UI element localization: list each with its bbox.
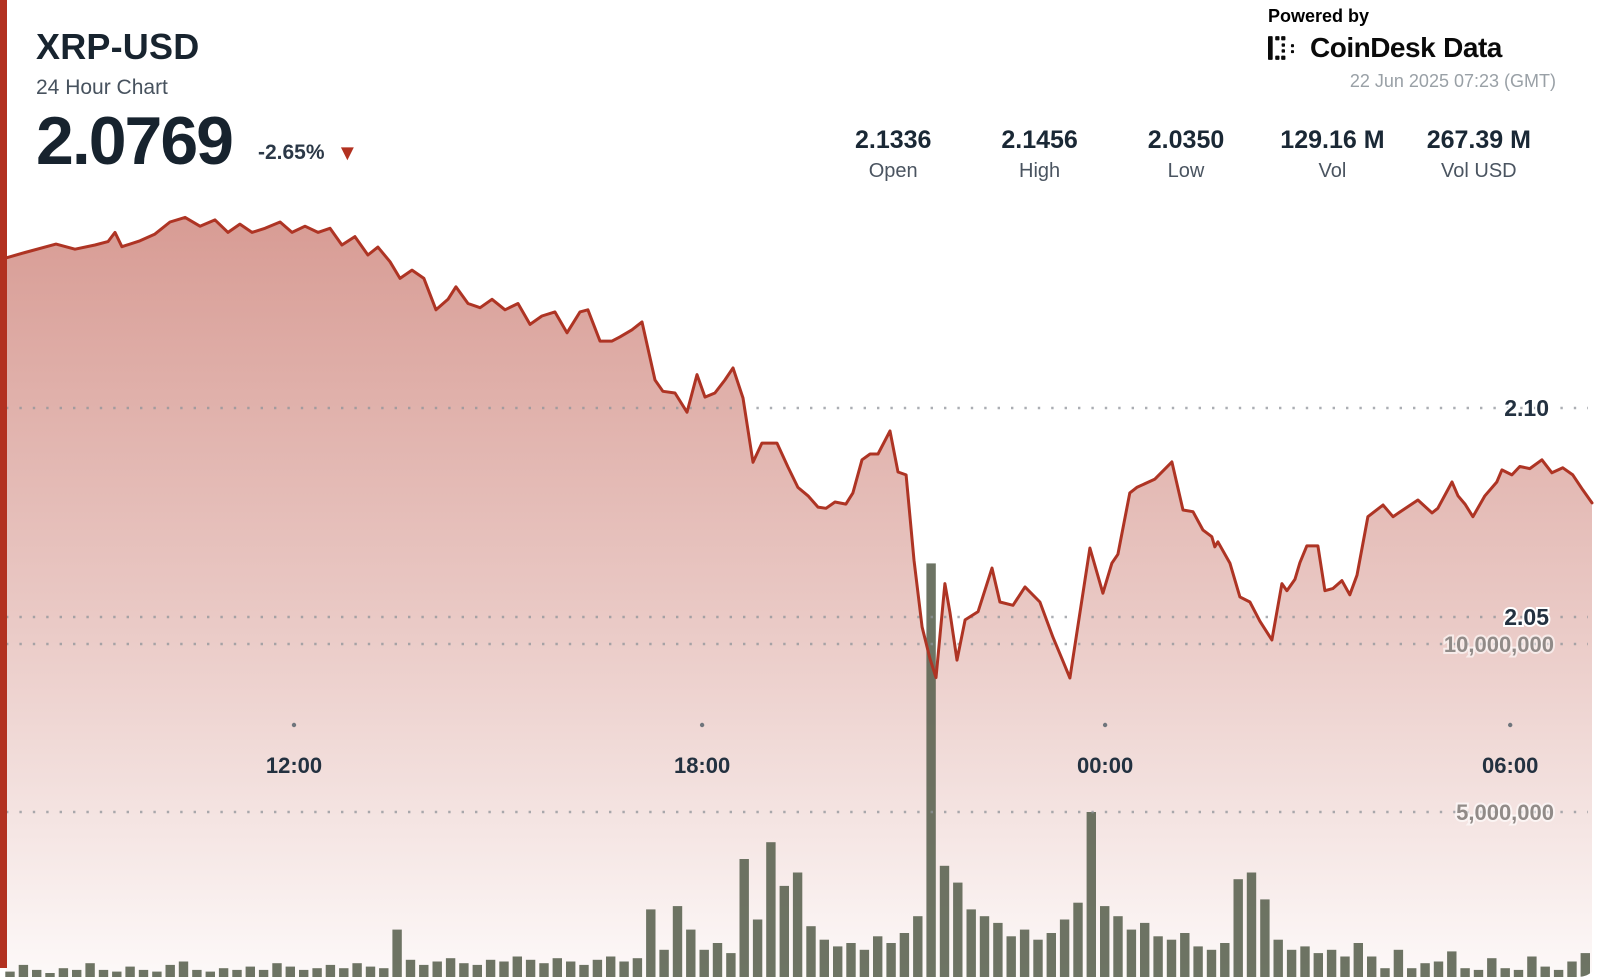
stat-high-label: High [1019, 160, 1061, 182]
stat-vol-usd: 267.39 M Vol USD [1406, 126, 1552, 183]
stat-vol-usd-value: 267.39 M [1426, 126, 1531, 154]
timestamp: 22 Jun 2025 07:23 (GMT) [1349, 71, 1556, 91]
coindesk-logo[interactable]: CoinDesk Data [1268, 32, 1556, 64]
left-accent-bar [0, 0, 7, 968]
chart-subtitle: 24 Hour Chart [36, 76, 168, 99]
stat-open-value: 2.1336 [854, 126, 932, 154]
volume-axis-label: 10,000,000 [1444, 632, 1554, 657]
last-price: 2.0769 [36, 103, 234, 179]
stat-low-value: 2.0350 [1147, 126, 1225, 154]
stat-open: 2.1336 Open [820, 126, 966, 183]
stat-low: 2.0350 Low [1113, 126, 1259, 183]
stat-high-value: 2.1456 [1001, 126, 1078, 154]
time-axis-label: 18:00 [674, 753, 730, 778]
symbol-title: XRP-USD [36, 26, 200, 67]
stat-vol-label: Vol [1318, 160, 1347, 182]
stat-high: 2.1456 High [966, 126, 1112, 183]
stat-vol: 129.16 M Vol [1259, 126, 1405, 183]
gridlines [6, 406, 1588, 814]
stats-row: 2.1336 Open 2.1456 High 2.0350 Low 129.1… [820, 126, 1552, 183]
stat-vol-usd-label: Vol USD [1441, 160, 1517, 182]
time-axis-label: 06:00 [1482, 753, 1538, 778]
powered-by-label: Powered by [1268, 6, 1370, 26]
time-axis-label: 00:00 [1077, 753, 1133, 778]
price-axis-label: 2.05 [1504, 604, 1549, 630]
price-axis-label: 2.10 [1504, 395, 1549, 421]
change-percent: -2.65% [257, 140, 325, 164]
coindesk-logo-icon [1268, 36, 1295, 60]
volume-bars [5, 563, 1590, 977]
stat-low-label: Low [1167, 160, 1205, 182]
price-line [4, 215, 1594, 680]
down-triangle-icon: ▼ [336, 139, 359, 165]
brand-name: CoinDesk [1310, 32, 1436, 63]
header: XRP-USD 24 Hour Chart [36, 26, 199, 100]
branding-block: Powered by CoinDesk Data 22 Jun 2025 07:… [1268, 6, 1556, 92]
brand-suffix: Data [1443, 32, 1502, 63]
stat-vol-value: 129.16 M [1280, 126, 1385, 154]
change-block: -2.65% ▼ [258, 141, 358, 165]
volume-axis-label: 5,000,000 [1456, 800, 1554, 825]
price-area [6, 217, 1592, 977]
price-block: 2.0769 -2.65% ▼ [36, 104, 358, 179]
time-axis-label: 12:00 [266, 753, 322, 778]
stat-open-label: Open [868, 160, 918, 182]
